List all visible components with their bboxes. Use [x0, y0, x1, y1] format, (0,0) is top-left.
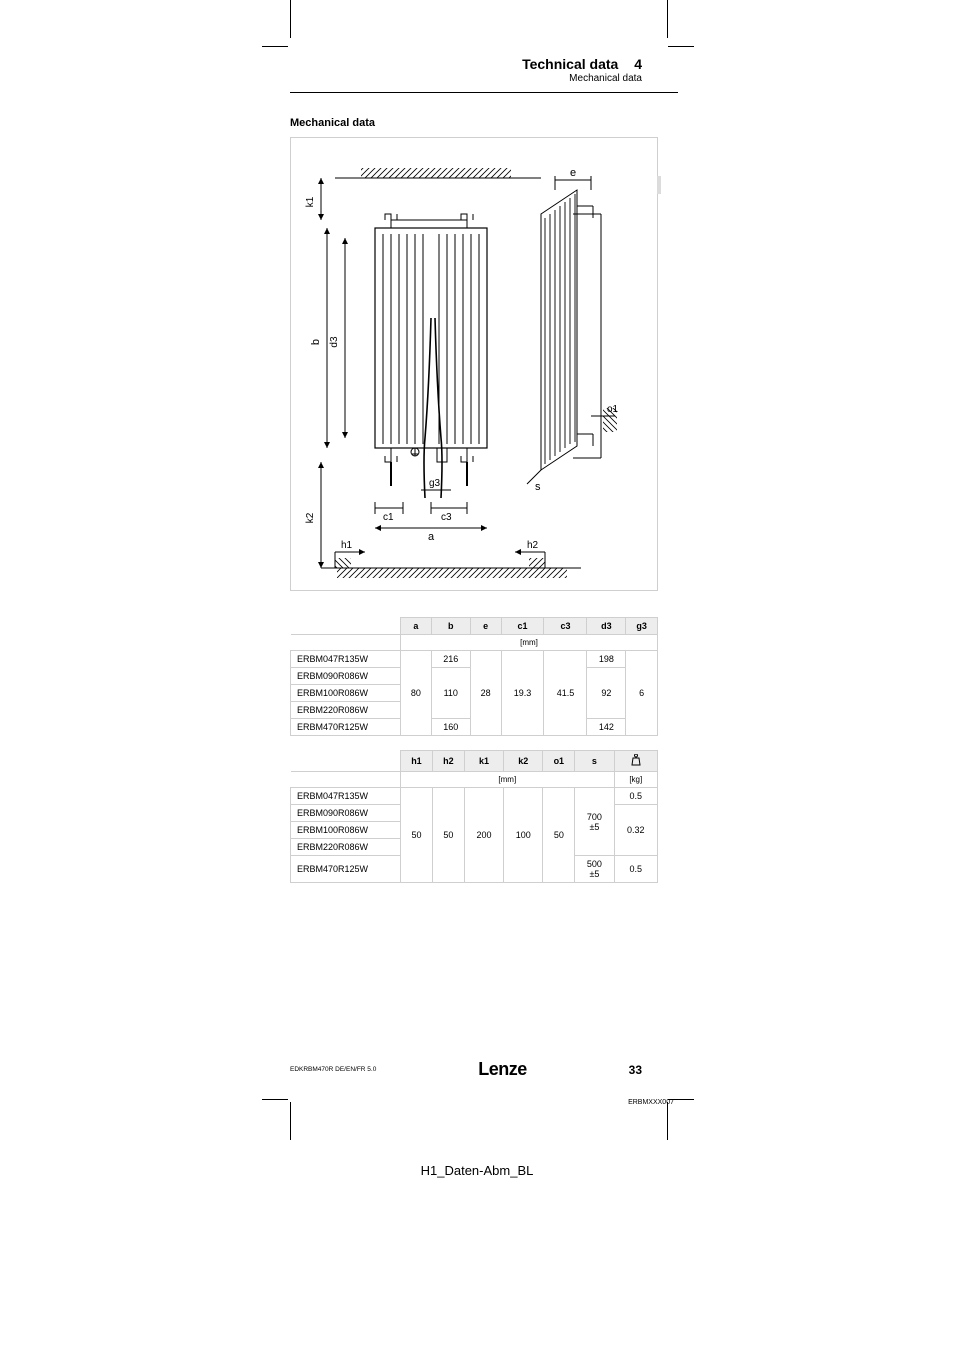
footer-brand: Lenze	[478, 1059, 527, 1080]
chapter-number: 4	[634, 56, 642, 72]
cell-o1: 50	[543, 788, 575, 883]
cell-c1: 19.3	[501, 651, 544, 736]
weight-icon	[614, 751, 657, 772]
dim-h1: h1	[341, 540, 353, 551]
cell-e: 28	[470, 651, 501, 736]
cell-d3: 92	[587, 668, 626, 719]
col-s: s	[575, 751, 614, 772]
unit-kg: [kg]	[614, 772, 657, 788]
col-o1: o1	[543, 751, 575, 772]
tables-block: a b e c1 c3 d3 g3 [mm] ERBM047R135W 80 2…	[290, 617, 678, 883]
col-k1: k1	[464, 751, 503, 772]
mechanical-diagram: e o1 s b d3 k1 k	[290, 137, 658, 591]
dim-c1: c1	[383, 512, 394, 523]
dim-s: s	[535, 481, 541, 493]
table-row: ERBM220R086W	[291, 702, 401, 719]
footer-docid: EDKRBM470R DE/EN/FR 5.0	[290, 1066, 376, 1073]
cell-g3: 6	[626, 651, 658, 736]
dim-d3: d3	[329, 336, 340, 348]
cell-h1: 50	[401, 788, 433, 883]
dim-h2: h2	[527, 540, 539, 551]
page-number: 33	[629, 1063, 642, 1077]
cell-b: 110	[431, 668, 470, 719]
col-a: a	[401, 618, 432, 635]
header-title-text: Technical data	[522, 56, 618, 72]
cell-s: 700±5	[575, 788, 614, 856]
crop-mark	[262, 1099, 288, 1100]
cell-c3: 41.5	[544, 651, 587, 736]
header-title: Technical data 4	[290, 56, 642, 72]
dimensions-table-1: a b e c1 c3 d3 g3 [mm] ERBM047R135W 80 2…	[290, 617, 658, 736]
table-row: ERBM100R086W	[291, 822, 401, 839]
dim-c3: c3	[441, 512, 452, 523]
col-g3: g3	[626, 618, 658, 635]
col-k2: k2	[504, 751, 543, 772]
table-row: ERBM470R125W	[291, 719, 401, 736]
diagram-svg: e o1 s b d3 k1 k	[291, 138, 659, 592]
crop-mark	[290, 0, 291, 38]
crop-mark	[667, 0, 668, 38]
cell-kg: 0.32	[614, 805, 657, 856]
cell-b: 216	[431, 651, 470, 668]
cell-kg: 0.5	[614, 856, 657, 883]
crop-mark	[262, 46, 288, 47]
unit-mm: [mm]	[401, 772, 615, 788]
dim-e: e	[570, 167, 576, 179]
dimensions-table-2: h1 h2 k1 k2 o1 s [mm] [kg] ERBM047R135W …	[290, 750, 658, 883]
col-c3: c3	[544, 618, 587, 635]
crop-mark	[667, 1102, 668, 1140]
cell-h2: 50	[432, 788, 464, 883]
page-footer: EDKRBM470R DE/EN/FR 5.0 Lenze 33	[290, 1059, 678, 1080]
dim-g3: g3	[429, 478, 441, 489]
table-row: ERBM100R086W	[291, 685, 401, 702]
table-row: ERBM047R135W	[291, 651, 401, 668]
diagram-code: ERBMXXX007	[628, 1099, 674, 1106]
dim-b: b	[310, 339, 322, 345]
cell-s: 500±5	[575, 856, 614, 883]
table-row: ERBM047R135W	[291, 788, 401, 805]
cell-k1: 200	[464, 788, 503, 883]
col-h2: h2	[432, 751, 464, 772]
below-tag: H1_Daten-Abm_BL	[0, 1163, 954, 1178]
cell-d3: 142	[587, 719, 626, 736]
col-d3: d3	[587, 618, 626, 635]
dim-k2: k2	[305, 512, 316, 523]
dim-k1: k1	[305, 196, 316, 207]
col-b: b	[431, 618, 470, 635]
table-row: ERBM090R086W	[291, 668, 401, 685]
col-h1: h1	[401, 751, 433, 772]
col-e: e	[470, 618, 501, 635]
cell-kg: 0.5	[614, 788, 657, 805]
dim-a: a	[428, 531, 435, 543]
unit-mm: [mm]	[401, 635, 658, 651]
page-content: Technical data 4 Mechanical data Mechani…	[290, 48, 678, 1092]
page-header: Technical data 4 Mechanical data	[290, 48, 678, 84]
table-row: ERBM470R125W	[291, 856, 401, 883]
cell-b: 160	[431, 719, 470, 736]
cell-k2: 100	[504, 788, 543, 883]
cell-a: 80	[401, 651, 432, 736]
margin-tab	[657, 176, 661, 194]
col-c1: c1	[501, 618, 544, 635]
table-row: ERBM220R086W	[291, 839, 401, 856]
crop-mark	[290, 1102, 291, 1140]
dim-o1: o1	[607, 404, 619, 415]
crop-mark	[668, 46, 694, 47]
cell-d3: 198	[587, 651, 626, 668]
header-rule	[290, 92, 678, 93]
table-row: ERBM090R086W	[291, 805, 401, 822]
section-title: Mechanical data	[290, 117, 678, 129]
header-subtitle: Mechanical data	[290, 73, 642, 84]
